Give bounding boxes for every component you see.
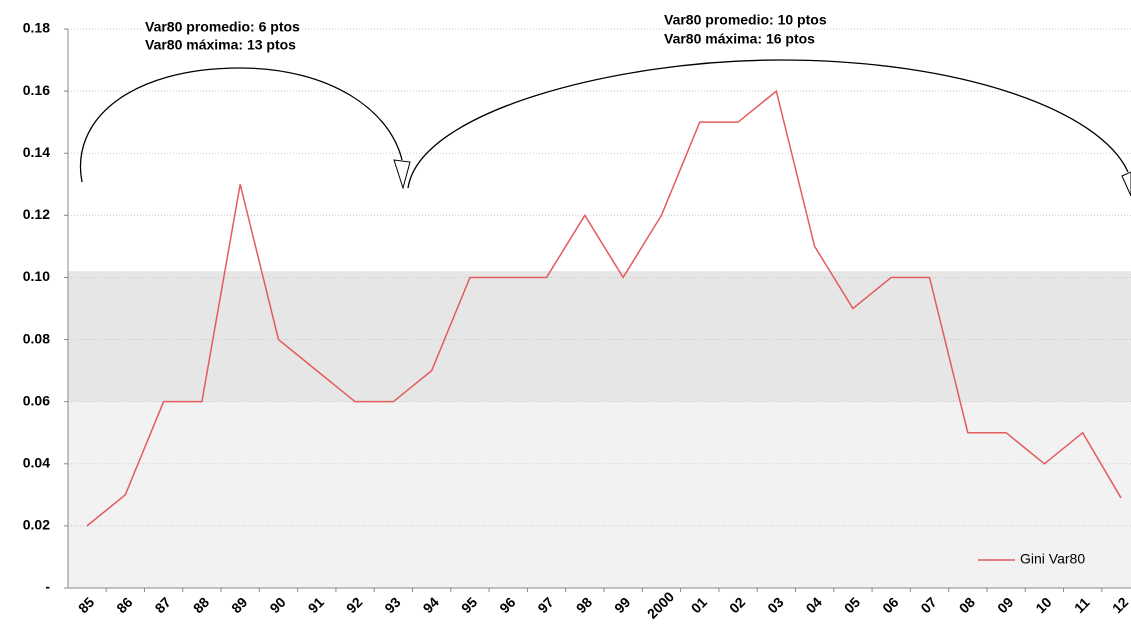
x-tick-label: 95 xyxy=(458,594,480,616)
arrow-head xyxy=(1121,171,1131,197)
x-tick-label: 94 xyxy=(420,594,442,616)
grid xyxy=(68,28,1131,589)
x-tick-label: 85 xyxy=(75,594,97,616)
x-tick-label: 01 xyxy=(688,594,710,616)
x-tick-label: 96 xyxy=(496,594,518,616)
x-tick-label: 92 xyxy=(343,594,365,616)
y-tick-label: 0.18 xyxy=(23,20,50,36)
y-tick-label: 0.02 xyxy=(23,517,50,533)
y-tick-label: 0.16 xyxy=(23,82,50,98)
y-tick-label: 0.14 xyxy=(23,144,50,160)
annotation: Var80 promedio: 10 ptos xyxy=(664,12,827,28)
x-tick-label: 98 xyxy=(573,594,595,616)
bands xyxy=(68,271,1131,588)
x-tick-label: 09 xyxy=(994,594,1016,616)
x-tick-label: 2000 xyxy=(644,588,677,621)
y-tick-label: 0.08 xyxy=(23,330,50,346)
x-tick-label: 91 xyxy=(305,594,327,616)
x-tick-label: 02 xyxy=(726,594,748,616)
x-tick-label: 86 xyxy=(113,594,135,616)
x-tick-label: 12 xyxy=(1109,594,1131,616)
x-tick-label: 89 xyxy=(228,594,250,616)
arrow xyxy=(407,59,1129,189)
x-tick-label: 03 xyxy=(764,594,786,616)
x-tick-label: 99 xyxy=(611,594,633,616)
y-tick-label: 0.10 xyxy=(23,268,50,284)
x-tick-label: 93 xyxy=(381,594,403,616)
y-tick-label: 0.04 xyxy=(23,454,50,470)
arrow-head xyxy=(393,159,411,190)
x-tick-label: 10 xyxy=(1032,594,1054,616)
x-tick-label: 90 xyxy=(266,594,288,616)
band xyxy=(68,271,1131,402)
x-tick-label: 06 xyxy=(879,594,901,616)
x-tick-label: 08 xyxy=(956,594,978,616)
y-tick-label: - xyxy=(45,579,50,595)
series-line xyxy=(86,89,1122,527)
arrow xyxy=(79,67,403,183)
annotation: Var80 máxima: 13 ptos xyxy=(145,37,296,53)
x-tick-label: 11 xyxy=(1071,594,1093,616)
y-tick-label: 0.12 xyxy=(23,206,50,222)
annotation: Var80 máxima: 16 ptos xyxy=(664,31,815,47)
x-tick-label: 04 xyxy=(803,594,825,616)
legend-label: Gini Var80 xyxy=(1020,551,1085,567)
x-tick-label: 87 xyxy=(152,594,174,616)
x-tick-label: 07 xyxy=(917,594,939,616)
annotation: Var80 promedio: 6 ptos xyxy=(145,19,300,35)
y-tick-label: 0.06 xyxy=(23,392,50,408)
x-tick-label: 97 xyxy=(534,594,556,616)
x-tick-label: 88 xyxy=(190,594,212,616)
x-tick-label: 05 xyxy=(841,594,863,616)
